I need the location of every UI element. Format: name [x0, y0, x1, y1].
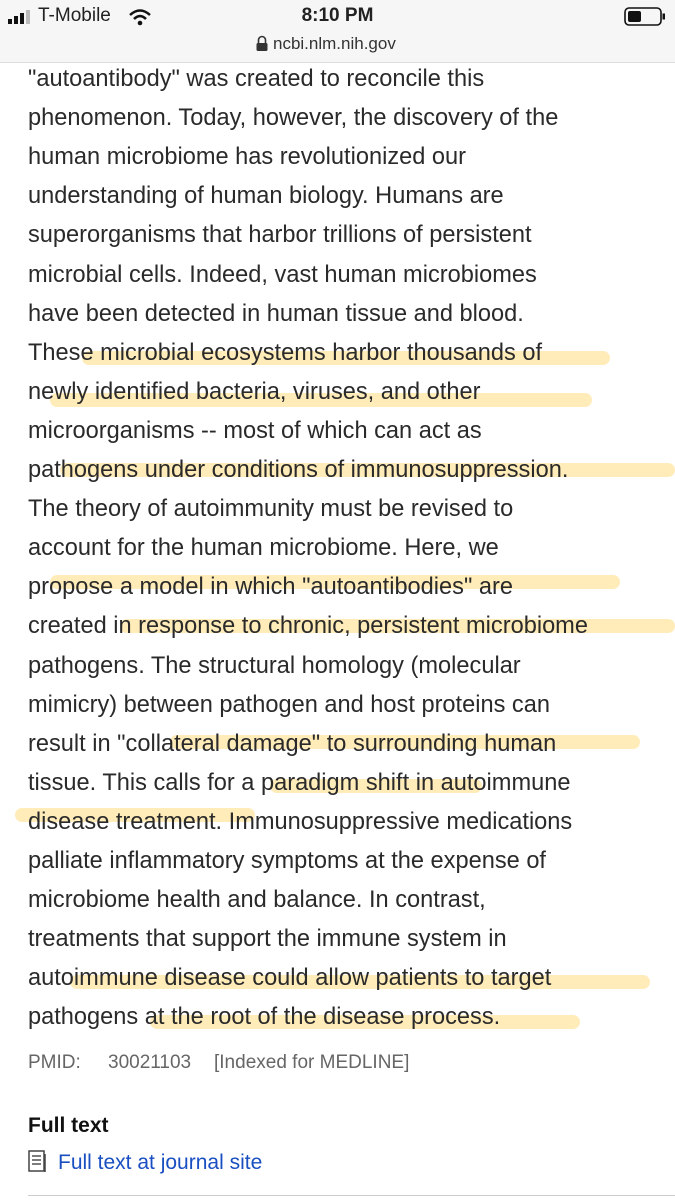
- wifi-icon: [129, 9, 151, 26]
- abstract-line: microbiome health and balance. In contra…: [28, 887, 486, 914]
- status-bar: T-Mobile 8:10 PM ncbi.nlm.nih.gov: [0, 0, 675, 63]
- abstract-line: newly identified bacteria, viruses, and …: [28, 378, 481, 405]
- highlight: [120, 619, 675, 633]
- clock: 8:10 PM: [301, 5, 374, 26]
- abstract-line: phenomenon. Today, however, the discover…: [28, 105, 559, 132]
- signal-icon: [8, 10, 30, 24]
- abstract-line: superorganisms that harbor trillions of …: [28, 222, 532, 249]
- highlight: [15, 808, 255, 822]
- abstract-line: treatments that support the immune syste…: [28, 926, 507, 953]
- abstract-line: palliate inflammatory symptoms at the ex…: [28, 848, 546, 874]
- carrier: T-Mobile: [38, 5, 111, 26]
- abstract-line: mimicry) between pathogen and host prote…: [28, 691, 550, 718]
- abstract-line: human microbiome has revolutionized our: [28, 144, 467, 171]
- highlight: [70, 975, 650, 989]
- highlight: [170, 735, 640, 749]
- highlight: [82, 351, 610, 365]
- highlight: [270, 779, 482, 793]
- battery-icon: [624, 7, 665, 26]
- url[interactable]: ncbi.nlm.nih.gov: [273, 34, 396, 53]
- abstract-line: understanding of human biology. Humans a…: [28, 183, 504, 210]
- pmid-label: PMID:: [28, 1052, 81, 1073]
- abstract-line: tissue. This calls for a paradigm shift …: [28, 769, 571, 796]
- abstract-line: created in response to chronic, persiste…: [28, 613, 588, 640]
- abstract-line: "autoantibody" was created to reconcile …: [28, 66, 485, 92]
- abstract-line: microbial cells. Indeed, vast human micr…: [28, 261, 537, 288]
- abstract-line: pathogens under conditions of immunosupp…: [28, 457, 569, 483]
- highlight: [50, 575, 620, 589]
- abstract-line: account for the human microbiome. Here, …: [28, 535, 499, 562]
- abstract-line: microorganisms -- most of which can act …: [28, 417, 482, 444]
- pmid-note: [Indexed for MEDLINE]: [214, 1052, 410, 1073]
- highlight: [60, 463, 675, 477]
- abstract-line: result in "collateral damage" to surroun…: [28, 730, 557, 757]
- abstract-line: disease treatment. Immunosuppressive med…: [28, 808, 573, 835]
- abstract-line: pathogens. The structural homology (mole…: [28, 652, 521, 679]
- abstract-line: The theory of autoimmunity must be revis…: [28, 496, 514, 523]
- lock-icon: [256, 35, 268, 51]
- abstract-line: propose a model in which "autoantibodies…: [28, 574, 513, 601]
- journal-link[interactable]: Full text at journal site: [58, 1151, 263, 1174]
- highlight: [50, 393, 592, 407]
- full-text-heading: Full text: [28, 1114, 109, 1137]
- highlight: [150, 1015, 580, 1029]
- abstract-line: pathogens at the root of the disease pro…: [28, 1004, 501, 1031]
- divider: [28, 1195, 675, 1196]
- document-icon: [28, 1150, 46, 1172]
- pmid-number[interactable]: 30021103: [108, 1052, 192, 1073]
- abstract-line: These microbial ecosystems harbor thousa…: [28, 339, 543, 366]
- abstract-line: have been detected in human tissue and b…: [28, 300, 524, 327]
- abstract-line: autoimmune disease could allow patients …: [28, 965, 552, 992]
